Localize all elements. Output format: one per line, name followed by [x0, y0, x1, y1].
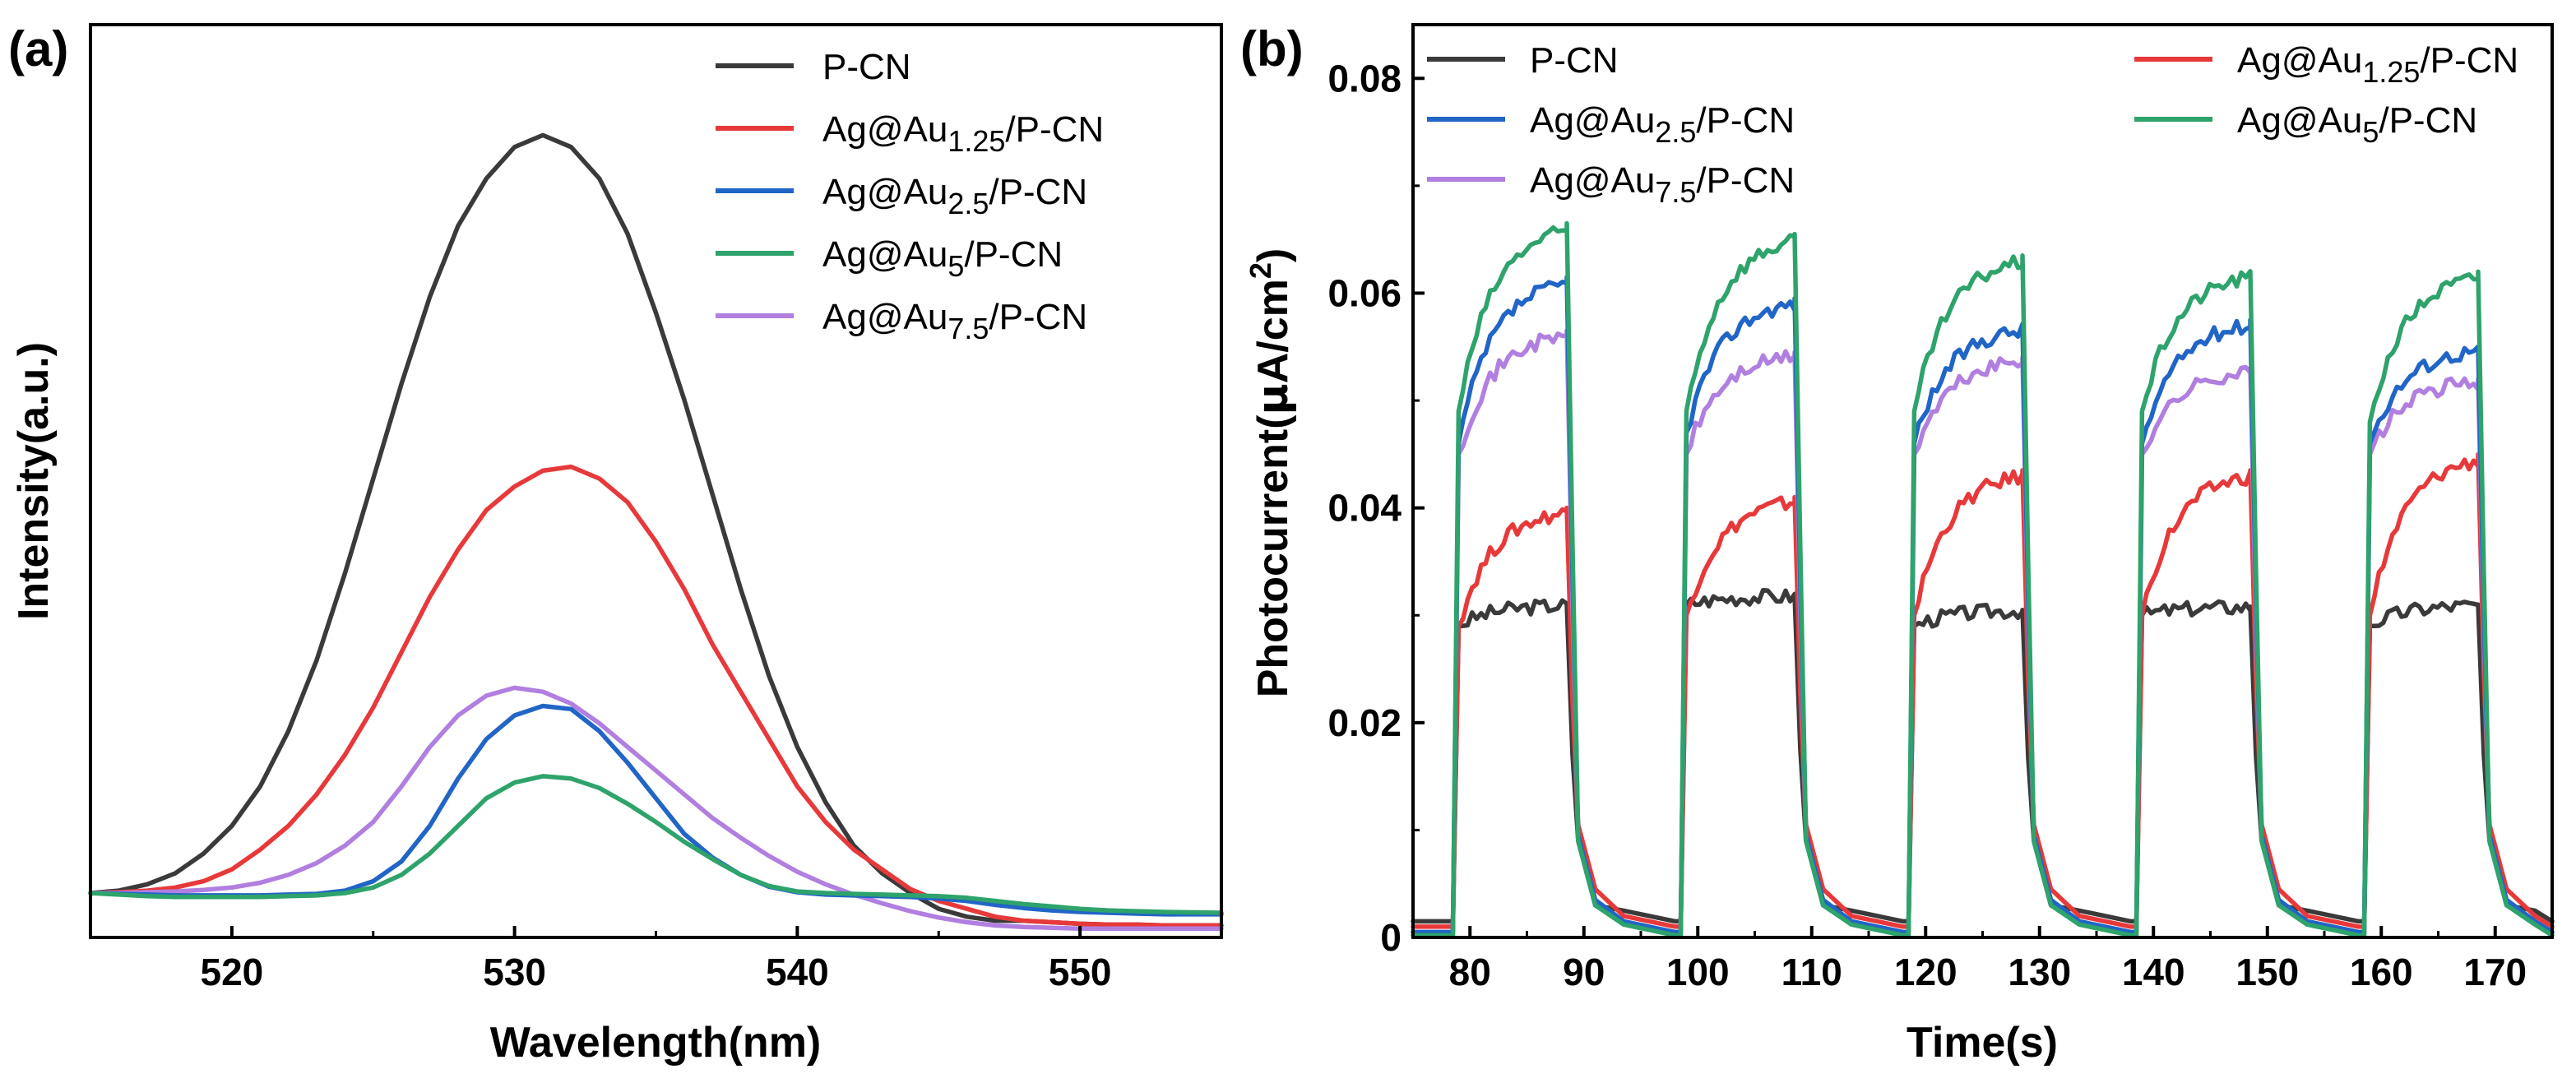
panel-b-x-tick-label: 120 — [1894, 951, 1957, 993]
panel-b-line-p-cn — [1411, 588, 2555, 924]
panel-a-line-ag-au7-5-p-cn — [88, 685, 1224, 931]
panel-b-x-label: Time(s) — [1907, 1019, 2058, 1067]
panel-a-x-tick-label: 540 — [766, 951, 829, 993]
panel-a-x-tick-label: 530 — [483, 951, 546, 993]
panel-a-legend: P-CNAg@Au1.25/P-CNAg@Au2.5/P-CNAg@Au5/P-… — [716, 47, 1104, 345]
panel-b-legend-label-base: P-CN — [1530, 40, 1619, 81]
panel-b-line-ag-au1-25-p-cn — [1411, 451, 2555, 929]
panel-a-legend-label: P-CN — [822, 47, 911, 87]
panel-b-x-ticks: 80 90 100 110 120 130 140 150 160 170 — [1411, 926, 2554, 993]
panel-b-legend-label-sub: 5 — [2362, 115, 2379, 149]
panel-b-y-label-end: ) — [1249, 248, 1297, 262]
panel-a-legend-label-sub: 5 — [947, 249, 964, 283]
panel-b-x-tick-label: 100 — [1666, 951, 1730, 993]
panel-a-legend-label-suffix: /P-CN — [1005, 109, 1104, 150]
panel-b-x-tick-label: 80 — [1449, 951, 1491, 993]
panel-a-label: (a) — [8, 21, 68, 76]
panel-b-legend-label-sub: 7.5 — [1655, 175, 1696, 209]
panel-b-legend-label: P-CN — [1530, 40, 1619, 81]
panel-a-legend-label-base: Ag@Au — [822, 234, 947, 275]
panel-a-legend-label: Ag@Au7.5/P-CN — [822, 297, 1087, 345]
panel-b-y-label-sup: 2 — [1244, 262, 1277, 279]
panel-a-legend-label-sub: 1.25 — [947, 124, 1005, 158]
panel-b-legend-label-base: Ag@Au — [2237, 40, 2362, 81]
panel-b-x-tick-label: 160 — [2350, 951, 2413, 993]
panel-b-legend-label-suffix: /P-CN — [2379, 100, 2477, 141]
panel-a-legend-label-base: Ag@Au — [822, 109, 947, 150]
panel-b-y-label-mu: μ — [1249, 383, 1298, 414]
panel-a-legend-label: Ag@Au2.5/P-CN — [822, 172, 1087, 220]
panel-a-legend-label-base: Ag@Au — [822, 172, 947, 212]
panel-a-x-tick-label: 550 — [1049, 951, 1112, 993]
panel-b-legend-label-sub: 1.25 — [2362, 55, 2420, 89]
panel-b-chart: (b) 80 90 100 110 120 130 140 150 160 170 0 0.02 0.… — [1240, 21, 2555, 1067]
panel-b-y-label: Photocurrent(μA/cm2) — [1244, 248, 1298, 698]
panel-b-y-tick-label: 0.06 — [1327, 271, 1402, 314]
panel-b-y-label-mid: A/cm — [1249, 279, 1297, 383]
panel-b-y-tick-label: 0 — [1380, 916, 1402, 959]
panel-b-x-tick-label: 90 — [1563, 951, 1605, 993]
panel-a-legend-label-suffix: /P-CN — [989, 172, 1087, 212]
panel-a-legend-label: Ag@Au5/P-CN — [822, 234, 1063, 283]
panel-b-legend-label-suffix: /P-CN — [2420, 40, 2518, 81]
panel-a-legend-label-sub: 7.5 — [947, 312, 989, 345]
panel-a-legend-label: Ag@Au1.25/P-CN — [822, 109, 1104, 158]
panel-b-x-tick-label: 150 — [2235, 951, 2299, 993]
panel-b-x-tick-label: 140 — [2122, 951, 2185, 993]
panel-b-y-ticks: 0 0.02 0.04 0.06 0.08 — [1327, 57, 1425, 959]
panel-b-y-tick-label: 0.08 — [1327, 57, 1402, 100]
panel-a-line-ag-au1-25-p-cn — [88, 464, 1224, 928]
panel-b-y-label-base: Photocurrent( — [1249, 414, 1297, 697]
panel-b-legend-label-base: Ag@Au — [1530, 160, 1655, 201]
panel-b-x-tick-label: 170 — [2463, 951, 2527, 993]
panel-b-legend-label: Ag@Au7.5/P-CN — [1530, 160, 1795, 209]
panel-b-legend-label: Ag@Au5/P-CN — [2237, 100, 2477, 149]
panel-a-x-tick-label: 520 — [201, 951, 264, 993]
panel-b-line-ag-au5-p-cn — [1411, 220, 2555, 938]
panel-b-legend-label-base: Ag@Au — [1530, 100, 1655, 141]
panel-b-y-tick-label: 0.04 — [1327, 487, 1402, 530]
panel-a-frame — [89, 23, 1223, 939]
panel-b-label: (b) — [1240, 21, 1304, 76]
panel-a-x-label: Wavelength(nm) — [490, 1019, 822, 1067]
panel-b-frame — [1411, 23, 2554, 939]
panel-a-legend-label-suffix: /P-CN — [989, 297, 1087, 337]
panel-b-legend-label-suffix: /P-CN — [1696, 100, 1795, 141]
panel-b-x-tick-label: 110 — [1781, 951, 1842, 993]
panel-b-legend-label: Ag@Au2.5/P-CN — [1530, 100, 1795, 149]
panel-a-line-ag-au5-p-cn — [88, 774, 1224, 915]
panel-b-series — [1411, 220, 2555, 938]
panel-a-series — [88, 132, 1224, 931]
panel-b-legend-label-sub: 2.5 — [1655, 115, 1696, 149]
panel-a-x-ticks: 520 530 540 550 — [89, 926, 1223, 993]
panel-a-legend-label-base: Ag@Au — [822, 297, 947, 337]
panel-b-legend-label-base: Ag@Au — [2237, 100, 2362, 141]
panel-b-x-tick-label: 130 — [2008, 951, 2071, 993]
panel-b-y-tick-label: 0.02 — [1327, 701, 1402, 744]
panel-a-legend-label-sub: 2.5 — [947, 187, 989, 220]
panel-b-legend-label-suffix: /P-CN — [1696, 160, 1795, 201]
panel-a-y-label: Intensity(a.u.) — [10, 342, 58, 620]
panel-a-legend-label-base: P-CN — [822, 47, 911, 87]
panel-a-chart: (a) 520 530 540 550 Wavelength(nm) Intensit… — [8, 21, 1224, 1067]
panel-a-legend-label-suffix: /P-CN — [964, 234, 1063, 275]
panel-b-legend-label: Ag@Au1.25/P-CN — [2237, 40, 2518, 89]
